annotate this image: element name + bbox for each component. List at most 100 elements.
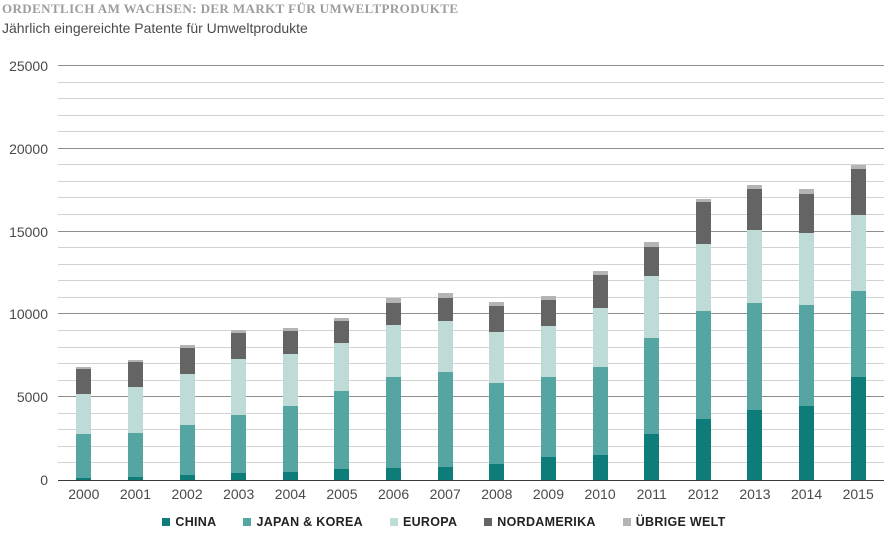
bar-segment-2015-NORDAMERIKA xyxy=(850,168,866,216)
bar-segment-2010-EUROPA xyxy=(592,307,608,368)
x-tick-label-2010: 2010 xyxy=(584,486,616,502)
bar-segment-2004-NORDAMERIKA xyxy=(282,331,298,355)
bar-segment-2003-ÜBRIGE WELT xyxy=(231,330,247,333)
gridline-major-25000 xyxy=(58,65,884,66)
gridline-minor-21000 xyxy=(58,131,884,133)
bar-segment-2010-CHINA xyxy=(592,455,608,480)
gridline-minor-24000 xyxy=(58,81,884,83)
bar-segment-2005-ÜBRIGE WELT xyxy=(334,317,350,322)
bar-stack-2007 xyxy=(437,292,453,480)
x-tick-label-2007: 2007 xyxy=(429,486,461,502)
x-tick-label-2012: 2012 xyxy=(687,486,719,502)
gridline-minor-12000 xyxy=(58,280,884,282)
bar-segment-2004-EUROPA xyxy=(282,354,298,407)
gridline-minor-23000 xyxy=(58,98,884,100)
gridline-minor-9000 xyxy=(58,329,884,331)
bar-segment-2012-ÜBRIGE WELT xyxy=(695,198,711,202)
bar-segment-2015-CHINA xyxy=(850,376,866,480)
bar-slot-2006 xyxy=(368,67,420,480)
bar-segment-2006-ÜBRIGE WELT xyxy=(386,297,402,303)
gridline-minor-8000 xyxy=(58,346,884,348)
bar-slot-2000 xyxy=(58,67,110,480)
bar-segment-2015-EUROPA xyxy=(850,215,866,292)
gridline-minor-18000 xyxy=(58,180,884,182)
x-axis-labels: 2000 2001 2002 2003 2004 2005 2006 2007 2008 2009… xyxy=(58,481,884,502)
bar-segment-2003-EUROPA xyxy=(231,359,247,416)
bar-stack-2010 xyxy=(592,270,608,480)
x-tick-label-2004: 2004 xyxy=(274,486,306,502)
bar-slot-2007 xyxy=(419,67,471,480)
gridline-major-10000 xyxy=(58,313,884,315)
bar-segment-2000-EUROPA xyxy=(76,393,92,434)
bar-segment-2009-JAPAN & KOREA xyxy=(540,377,556,457)
bar-segment-2014-EUROPA xyxy=(799,233,815,306)
bar-segment-2010-NORDAMERIKA xyxy=(592,274,608,308)
bar-slot-2012 xyxy=(678,67,730,480)
bar-segment-2013-CHINA xyxy=(747,410,763,480)
bar-slot-2003 xyxy=(213,67,265,480)
legend-swatch-icon xyxy=(484,518,493,526)
bar-stack-2013 xyxy=(747,185,763,480)
bar-segment-2002-JAPAN & KOREA xyxy=(179,424,195,476)
gridline-minor-4000 xyxy=(58,412,884,414)
bar-segment-2008-JAPAN & KOREA xyxy=(489,383,505,465)
x-tick-label-2001: 2001 xyxy=(119,486,152,502)
bar-segment-2012-JAPAN & KOREA xyxy=(695,311,711,419)
legend-item-CHINA: CHINA xyxy=(162,515,216,529)
bar-slot-2014 xyxy=(781,67,833,480)
bar-segment-2003-CHINA xyxy=(231,473,247,480)
gridline-minor-22000 xyxy=(58,114,884,116)
y-axis-labels: 0 5000 10000 15000 20000 25000 xyxy=(0,58,48,488)
x-tick-label-2011: 2011 xyxy=(636,486,667,502)
bar-segment-2008-EUROPA xyxy=(489,331,505,384)
bar-segment-2011-NORDAMERIKA xyxy=(644,246,660,277)
bar-stack-2005 xyxy=(334,317,350,480)
y-tick-label-5000: 5000 xyxy=(16,389,48,406)
bar-segment-2005-NORDAMERIKA xyxy=(334,321,350,343)
bar-segment-2001-JAPAN & KOREA xyxy=(127,432,143,477)
gridline-minor-19000 xyxy=(58,164,884,166)
bar-segment-2014-ÜBRIGE WELT xyxy=(799,189,815,194)
x-tick-label-2008: 2008 xyxy=(481,486,513,502)
bar-segment-2000-NORDAMERIKA xyxy=(76,369,92,394)
bar-segment-2006-CHINA xyxy=(386,467,402,480)
bar-segment-2012-CHINA xyxy=(695,418,711,480)
bar-segment-2005-EUROPA xyxy=(334,342,350,392)
bar-slot-2010 xyxy=(574,67,626,480)
bar-segment-2001-EUROPA xyxy=(127,387,143,433)
y-tick-label-10000: 10000 xyxy=(9,306,48,323)
bar-segment-2001-ÜBRIGE WELT xyxy=(127,360,143,363)
y-tick-label-20000: 20000 xyxy=(9,140,48,157)
legend-swatch-icon xyxy=(162,518,171,526)
x-tick-label-2015: 2015 xyxy=(842,486,874,502)
bar-stack-2000 xyxy=(76,366,92,480)
bar-segment-2008-CHINA xyxy=(489,464,505,480)
x-tick-label-2014: 2014 xyxy=(790,486,823,502)
chart-legend: CHINA JAPAN & KOREA EUROPA NORDAMERIKA ÜBRIG… xyxy=(0,515,888,529)
bar-segment-2015-ÜBRIGE WELT xyxy=(850,164,866,169)
gridline-minor-11000 xyxy=(58,296,884,298)
bar-segment-2010-JAPAN & KOREA xyxy=(592,367,608,456)
bar-stack-2015 xyxy=(850,164,866,480)
gridline-minor-14000 xyxy=(58,247,884,249)
plot-area: 0 5000 10000 15000 20000 25000 xyxy=(9,58,884,488)
bar-stack-2009 xyxy=(540,296,556,480)
bar-stack-2006 xyxy=(386,297,402,480)
legend-swatch-icon xyxy=(243,518,252,526)
bar-segment-2002-ÜBRIGE WELT xyxy=(179,345,195,349)
bar-segment-2009-ÜBRIGE WELT xyxy=(540,296,556,301)
bar-segment-2003-JAPAN & KOREA xyxy=(231,415,247,474)
bar-segment-2012-EUROPA xyxy=(695,244,711,312)
bars-container xyxy=(58,67,884,480)
bar-segment-2007-EUROPA xyxy=(437,321,453,373)
bar-slot-2009 xyxy=(523,67,575,480)
x-tick-label-2003: 2003 xyxy=(223,486,255,502)
bar-segment-2006-NORDAMERIKA xyxy=(386,302,402,326)
bar-segment-2014-JAPAN & KOREA xyxy=(799,305,815,407)
bar-segment-2003-NORDAMERIKA xyxy=(231,332,247,360)
bar-stack-2002 xyxy=(179,345,195,480)
bar-segment-2002-NORDAMERIKA xyxy=(179,348,195,375)
gridline-major-5000 xyxy=(58,396,884,398)
legend-label: ÜBRIGE WELT xyxy=(635,515,726,529)
